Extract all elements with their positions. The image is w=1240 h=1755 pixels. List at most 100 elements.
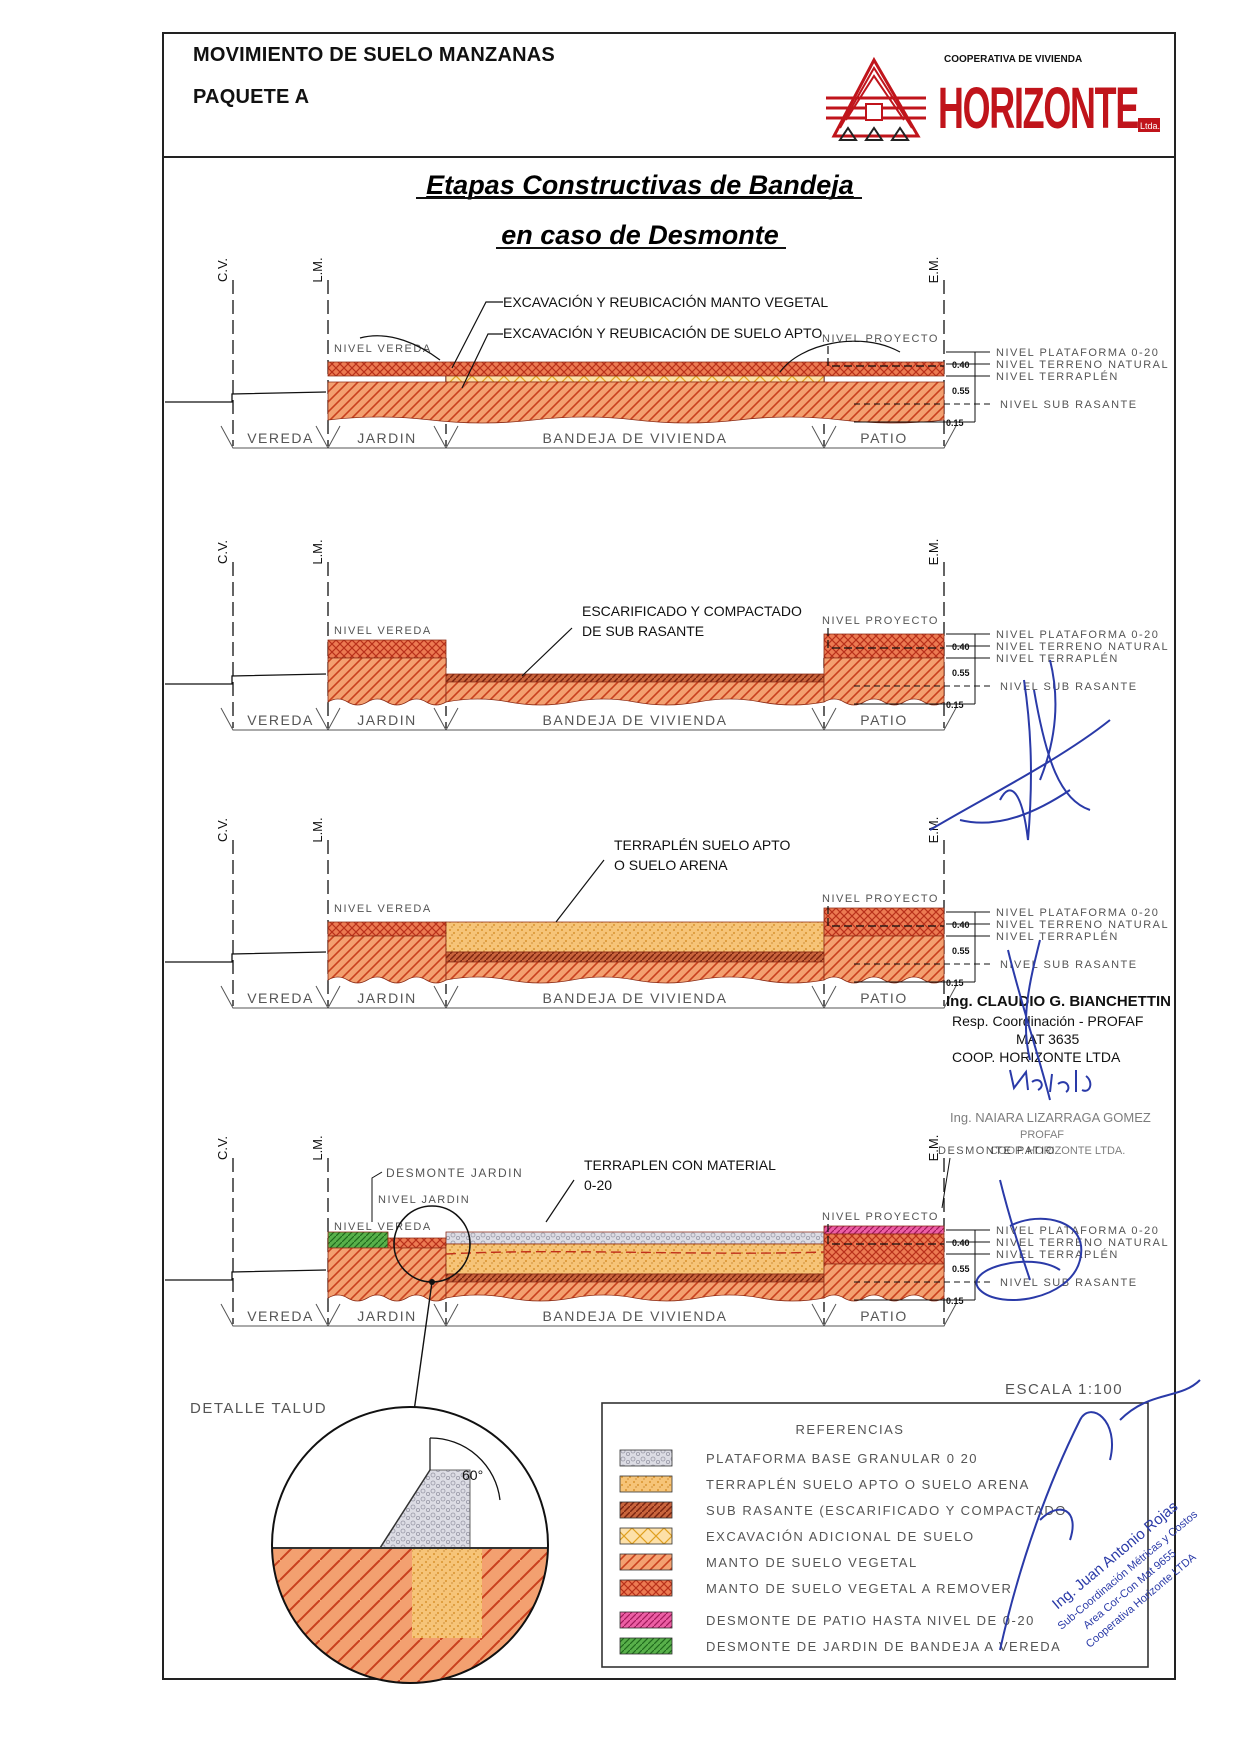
suelo-natural	[327, 381, 945, 424]
logo-top-text: COOPERATIVA DE VIVIENDA	[944, 54, 1082, 65]
logo-suffix-text: Ltda.	[1140, 121, 1160, 131]
terraplen-suelo-apto	[445, 921, 825, 953]
zone-jardin-bracket	[315, 985, 459, 1009]
zone-bandeja-label: BANDEJA DE VIVIENDA	[543, 430, 728, 446]
drawing-frame	[162, 32, 1176, 1680]
bandeja-suelo	[445, 681, 825, 706]
reference-swatch	[619, 1637, 673, 1655]
dim-040-label: 0.40	[952, 1238, 970, 1248]
dim-015-label: 0.15	[946, 978, 964, 988]
zone-vereda-bracket	[220, 1303, 341, 1327]
desmonte-patio	[823, 1225, 945, 1235]
zone-jardin-bracket	[315, 425, 459, 449]
stage1-callout-suelo: EXCAVACIÓN Y REUBICACIÓN DE SUELO APTO	[503, 325, 822, 341]
zone-bandeja-bracket	[433, 985, 837, 1009]
references-list: PLATAFORMA BASE GRANULAR 0 20 TERRAPLÉN S…	[619, 1449, 1067, 1655]
reference-label: EXCAVACIÓN ADICIONAL DE SUELO	[706, 1529, 975, 1544]
zone-patio-bracket	[811, 425, 957, 449]
logo-name-text: HORIZONTE	[938, 76, 1138, 141]
stage2-callout-1: ESCARIFICADO Y COMPACTADO	[582, 603, 802, 619]
reference-swatch	[619, 1579, 673, 1597]
patio-manto	[823, 633, 945, 659]
dim-015-label: 0.15	[946, 418, 964, 428]
zone-vereda-label: VEREDA	[247, 990, 314, 1006]
lm-label: L.M.	[310, 817, 325, 842]
zone-jardin-label: JARDIN	[357, 712, 417, 728]
patio-suelo	[823, 657, 945, 706]
stage4-nivel-jardin: NIVEL JARDIN	[378, 1194, 470, 1206]
zone-patio-label: PATIO	[860, 990, 907, 1006]
lm-label: L.M.	[310, 539, 325, 564]
reference-swatch	[619, 1501, 673, 1519]
jardin-manto	[327, 639, 447, 659]
reference-swatch	[619, 1611, 673, 1629]
signature-2	[1007, 939, 1092, 1101]
stage1-leader-1	[451, 301, 503, 369]
sub-rasante	[445, 673, 825, 683]
terraplen	[445, 1243, 825, 1275]
zone-patio-label: PATIO	[860, 1308, 907, 1324]
vereda-ground-line	[165, 673, 327, 685]
cv-label: C.V.	[215, 1136, 230, 1160]
zone-vereda-bracket	[220, 707, 341, 731]
reference-swatch	[619, 1475, 673, 1493]
dim-015-label: 0.15	[946, 700, 964, 710]
zone-patio-bracket	[811, 985, 957, 1009]
stage-4-section: C.V. L.M. E.M. NIVEL VEREDA NIVEL PROYECTO NI…	[165, 1135, 1169, 1327]
nivel-terreno-label: NIVEL TERRENO NATURAL	[996, 1237, 1169, 1249]
escala-label: ESCALA 1:100	[1005, 1381, 1123, 1398]
lm-label: L.M.	[310, 1135, 325, 1160]
zone-vereda-label: VEREDA	[247, 712, 314, 728]
dim-040-label: 0.40	[952, 360, 970, 370]
zone-jardin-bracket	[315, 1303, 459, 1327]
stage4-desmonte-patio: DESMONTE PATIO	[938, 1145, 1056, 1157]
angle-arc	[429, 1437, 501, 1501]
references-title: REFERENCIAS	[796, 1422, 905, 1437]
zone-bandeja-bracket	[433, 425, 837, 449]
stage4-callout-1: TERRAPLEN CON MATERIAL	[584, 1157, 776, 1173]
nivel-plataforma-label: NIVEL PLATAFORMA 0-20	[996, 629, 1159, 641]
nivel-terraplen-label: NIVEL TERRAPLÉN	[996, 1248, 1119, 1261]
reference-swatch	[619, 1553, 673, 1571]
jardin-manto	[387, 1237, 447, 1249]
dim-055-label: 0.55	[952, 1264, 970, 1274]
nivel-terreno-label: NIVEL TERRENO NATURAL	[996, 359, 1169, 371]
stage4-desmonte-jardin: DESMONTE JARDIN	[386, 1166, 523, 1180]
zone-vereda-bracket	[220, 425, 341, 449]
reference-swatch	[619, 1527, 673, 1545]
em-label: E.M.	[926, 539, 941, 566]
stage3-callout-1: TERRAPLÉN SUELO APTO	[614, 837, 790, 853]
zone-bandeja-label: BANDEJA DE VIVIENDA	[543, 990, 728, 1006]
stage3-callout-2: O SUELO ARENA	[614, 857, 728, 873]
zone-bandeja-bracket	[433, 1303, 837, 1327]
zone-vereda-label: VEREDA	[247, 430, 314, 446]
nivel-plataforma-label: NIVEL PLATAFORMA 0-20	[996, 907, 1159, 919]
stamp1-line4: COOP. HORIZONTE LTDA	[952, 1049, 1121, 1065]
stamp-3: Ing. Juan Antonio Rojas Sub-Coordinación…	[1049, 1498, 1200, 1650]
bandeja-suelo	[445, 1281, 825, 1302]
angle-label: 60°	[462, 1467, 483, 1483]
nivel-terreno-label: NIVEL TERRENO NATURAL	[996, 641, 1169, 653]
reference-swatch	[619, 1449, 673, 1467]
header-box	[162, 32, 1176, 158]
stamp-2: Ing. NAIARA LIZARRAGA GOMEZ PROFAF COOP.…	[950, 1110, 1151, 1157]
dim-055-label: 0.55	[952, 668, 970, 678]
zone-jardin-label: JARDIN	[357, 1308, 417, 1324]
sub-rasante	[445, 951, 825, 963]
reference-label: SUB RASANTE (ESCARIFICADO Y COMPACTADO	[706, 1503, 1067, 1518]
nivel-proyecto-label: NIVEL PROYECTO	[822, 615, 939, 627]
nivel-proyecto-label: NIVEL PROYECTO	[822, 893, 939, 905]
cv-label: C.V.	[215, 818, 230, 842]
detalle-talud-label: DETALLE TALUD	[190, 1400, 327, 1417]
stage3-leader	[555, 859, 605, 923]
nivel-terraplen-label: NIVEL TERRAPLÉN	[996, 652, 1119, 665]
stage2-leader	[521, 627, 573, 677]
vereda-ground-line	[165, 1269, 327, 1281]
bandeja-suelo	[445, 961, 825, 984]
em-label: E.M.	[926, 257, 941, 284]
patio-suelo	[823, 935, 945, 984]
nivel-proyecto-line	[827, 346, 944, 367]
nivel-terraplen-label: NIVEL TERRAPLÉN	[996, 370, 1119, 383]
references-box	[601, 1402, 1149, 1668]
